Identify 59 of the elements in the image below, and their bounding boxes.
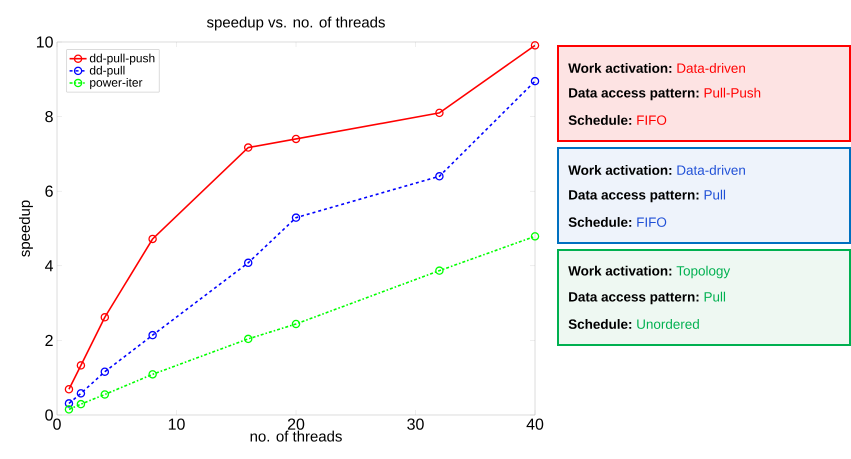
text: Work activation: xyxy=(568,165,672,175)
text: Data access pattern: xyxy=(569,292,698,304)
point xyxy=(76,400,86,408)
point xyxy=(64,385,74,394)
text: Unordered xyxy=(637,319,699,329)
y-tick-label: 8 xyxy=(45,110,53,122)
point xyxy=(435,172,444,181)
point xyxy=(244,334,252,344)
legend-label: dd-pull-push xyxy=(90,54,154,65)
point xyxy=(148,330,157,340)
point xyxy=(76,389,86,398)
text: Pull xyxy=(704,190,726,200)
point xyxy=(292,134,300,144)
text: Data-driven xyxy=(677,63,745,73)
chart-title: speedup vs. no. of threads xyxy=(206,16,385,30)
x-tick-label: 30 xyxy=(407,418,424,430)
point xyxy=(100,313,110,322)
x-tick-label: 10 xyxy=(168,418,185,430)
x-tick-label: 40 xyxy=(526,418,544,430)
point xyxy=(244,258,252,268)
text: Work activation: xyxy=(568,266,672,276)
text: Pull-Push xyxy=(704,88,760,98)
legend-label: power-iter xyxy=(90,78,142,90)
text: FIFO xyxy=(637,217,666,227)
x-axis-title: no. of threads xyxy=(250,430,342,442)
y-tick-label: 4 xyxy=(44,260,54,272)
text: FIFO xyxy=(637,115,666,125)
text: Work activation: xyxy=(568,63,672,73)
text: Pull xyxy=(704,292,726,302)
point xyxy=(435,266,444,275)
point xyxy=(64,399,74,408)
point xyxy=(244,143,252,152)
point xyxy=(100,390,110,399)
text: Topology xyxy=(676,266,730,278)
y-tick-label: 10 xyxy=(36,36,53,48)
point xyxy=(530,41,540,50)
point xyxy=(292,320,300,328)
legend-label: dd-pull xyxy=(90,66,124,77)
x-tick-label: 20 xyxy=(288,418,304,430)
x-tick-label: 0 xyxy=(53,418,61,430)
point xyxy=(148,370,157,379)
y-tick-label: 6 xyxy=(45,186,53,197)
text: Data access pattern: xyxy=(569,88,698,100)
text: Schedule: xyxy=(568,115,632,125)
y-tick-label: 0 xyxy=(45,409,53,421)
text: Schedule: xyxy=(568,217,632,227)
text: Data access pattern: xyxy=(569,190,698,202)
point xyxy=(435,108,444,118)
y-axis-title: speedup xyxy=(18,200,33,257)
text: Schedule: xyxy=(568,319,632,329)
point xyxy=(530,232,540,241)
y-tick-label: 2 xyxy=(45,334,53,346)
point xyxy=(530,76,540,86)
text: Data-driven xyxy=(677,165,745,175)
point xyxy=(64,405,74,414)
point xyxy=(100,367,110,376)
point xyxy=(148,234,157,244)
point xyxy=(76,361,86,370)
point xyxy=(292,213,300,222)
